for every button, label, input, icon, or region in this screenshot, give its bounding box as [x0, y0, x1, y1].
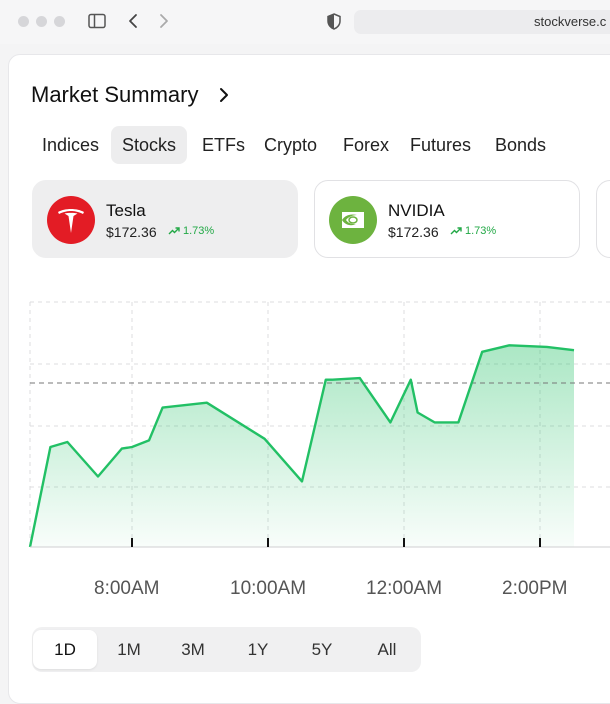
window-zoom-button[interactable] — [54, 16, 65, 27]
chart-area-fill — [30, 345, 574, 547]
tab-etfs[interactable]: ETFs — [202, 135, 245, 155]
tab-indices[interactable]: Indices — [42, 135, 100, 155]
chart-x-tick-label: 10:00AM — [230, 578, 307, 599]
trend-up-icon — [168, 227, 180, 235]
chart-price-line — [28, 344, 575, 548]
chart-x-tick-label: 8:00AM — [94, 578, 160, 599]
range-button-5y[interactable]: 5Y — [311, 640, 333, 659]
page-title[interactable]: Market Summary — [31, 82, 229, 108]
shield-icon[interactable] — [327, 13, 341, 30]
stock-name: Tesla — [106, 201, 146, 220]
chart-x-tick-label: 12:00AM — [366, 578, 443, 599]
forward-arrow-icon[interactable] — [158, 13, 170, 29]
stock-change: 1.73% — [465, 225, 497, 237]
stock-price: $172.36 — [106, 224, 157, 240]
tab-bonds[interactable]: Bonds — [495, 135, 547, 155]
stock-change: 1.73% — [183, 225, 215, 237]
tab-futures[interactable]: Futures — [410, 135, 472, 155]
price-chart[interactable] — [0, 290, 610, 560]
window-close-button[interactable] — [18, 16, 29, 27]
page-title-text: Market Summary — [31, 82, 199, 107]
tab-forex[interactable]: Forex — [343, 135, 390, 155]
range-button-1d[interactable]: 1D — [33, 630, 97, 669]
stock-card-nvidia[interactable]: NVIDIA $172.36 1.73% — [314, 180, 580, 258]
tesla-logo-icon — [47, 196, 95, 244]
stock-price: $172.36 — [388, 224, 439, 240]
sidebar-toggle-icon[interactable] — [88, 13, 106, 29]
tab-stocks[interactable]: Stocks — [111, 126, 188, 164]
stock-card-partial[interactable] — [596, 180, 610, 258]
range-button-all[interactable]: All — [377, 640, 397, 659]
tab-crypto[interactable]: Crypto — [264, 135, 318, 155]
window-minimize-button[interactable] — [36, 16, 47, 27]
back-arrow-icon[interactable] — [127, 13, 139, 29]
chevron-right-icon[interactable] — [219, 87, 229, 103]
browser-toolbar: stockverse.c — [0, 0, 610, 44]
stock-name: NVIDIA — [388, 201, 445, 220]
nvidia-logo-icon — [329, 196, 377, 244]
range-button-1y[interactable]: 1Y — [247, 640, 269, 659]
chart-x-tick-label: 2:00PM — [502, 578, 568, 599]
range-button-1m[interactable]: 1M — [117, 640, 141, 659]
range-button-3m[interactable]: 3M — [181, 640, 205, 659]
stock-card-tesla[interactable]: Tesla $172.36 1.73% — [32, 180, 298, 258]
address-bar[interactable]: stockverse.c — [354, 10, 610, 34]
trend-up-icon — [450, 227, 462, 235]
